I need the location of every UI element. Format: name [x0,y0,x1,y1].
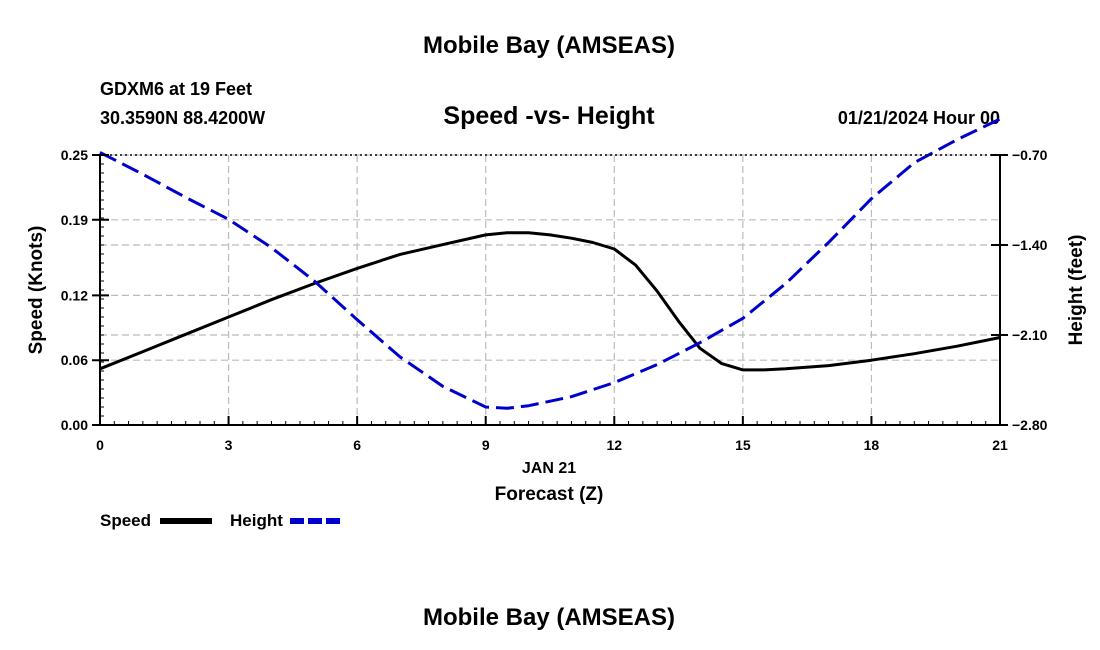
x-tick-label: 9 [482,437,490,453]
y-left-tick-label: 0.12 [61,287,88,303]
y-left-tick-label: 0.19 [61,212,88,228]
x-tick-label: 21 [992,437,1008,453]
y-right-tick-label: −0.70 [1012,147,1048,163]
series-layer [99,117,1001,410]
station-label: GDXM6 at 19 Feet [100,79,252,99]
x-tick-label: 0 [96,437,104,453]
y-left-tick-label: 0.00 [61,417,88,433]
x-date-label: JAN 21 [522,460,576,477]
x-axis-label: Forecast (Z) [495,484,604,505]
y-right-tick-label: −1.40 [1012,237,1048,253]
coordinates-label: 30.3590N 88.4200W [100,108,265,128]
y-axis-label-left: Speed (Knots) [26,226,47,355]
grid [100,154,1000,426]
legend-label-speed: Speed [100,511,151,530]
y-left-tick-label: 0.25 [61,147,88,163]
x-tick-label: 3 [225,437,233,453]
x-tick-label: 12 [606,437,622,453]
series-line-height [99,117,1001,410]
series-line-speed [99,231,1001,372]
legend: Speed Height [100,511,342,530]
y-right-tick-label: −2.10 [1012,327,1048,343]
legend-label-height: Height [230,511,283,530]
plot-title: Speed -vs- Height [443,102,655,130]
x-tick-label: 6 [353,437,361,453]
plot-frame [92,154,1008,426]
forecast-timestamp: 01/21/2024 Hour 00 [838,108,1000,128]
bottom-title: Mobile Bay (AMSEAS) [423,604,675,631]
y-left-tick-label: 0.06 [61,352,88,368]
y-axis-label-right: Height (feet) [1066,235,1087,346]
top-title: Mobile Bay (AMSEAS) [423,32,675,59]
x-tick-label: 15 [735,437,751,453]
x-tick-label: 18 [864,437,880,453]
y-right-tick-label: −2.80 [1012,417,1048,433]
tick-labels: 0 3 6 9 12 15 18 21 0.00 0.06 0.12 0.19 0.25 −0.70 −1.… [61,147,1048,453]
